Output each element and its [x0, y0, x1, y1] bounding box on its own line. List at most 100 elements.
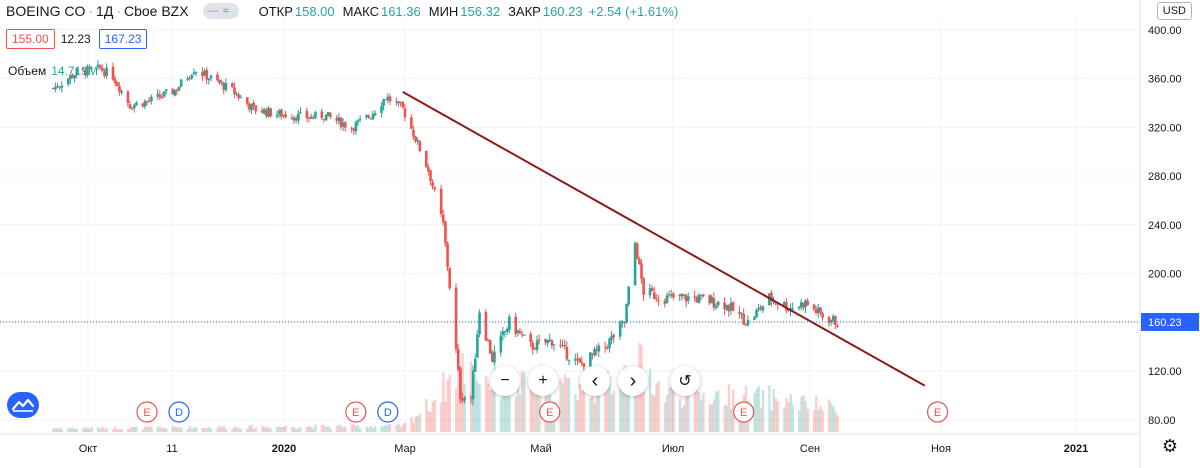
- candle-body: [339, 118, 343, 128]
- candle-body: [574, 358, 577, 361]
- volume-bar: [312, 428, 315, 432]
- volume-bar: [463, 384, 466, 432]
- zoom-out-button[interactable]: −: [490, 366, 520, 396]
- volume-bar: [712, 399, 716, 432]
- candle-body: [224, 82, 228, 90]
- candle-body: [414, 136, 417, 142]
- volume-bar: [563, 374, 567, 432]
- candle-body: [731, 302, 735, 311]
- sell-price-button[interactable]: 155.00: [6, 29, 55, 49]
- volume-bar: [180, 427, 183, 432]
- earnings-event-marker[interactable]: E: [345, 401, 367, 423]
- volume-bar: [506, 371, 509, 432]
- high-value: 161.36: [380, 3, 421, 19]
- candle-body: [309, 116, 313, 119]
- volume-bar: [757, 385, 760, 432]
- candle-body: [235, 93, 238, 96]
- zoom-in-button[interactable]: +: [528, 366, 558, 396]
- volume-bar: [442, 372, 445, 432]
- volume-bar: [429, 412, 432, 432]
- volume-bar: [325, 427, 328, 432]
- candle-body: [699, 294, 703, 296]
- candle-body: [69, 75, 72, 80]
- candle-body: [508, 316, 511, 330]
- volume-bar: [248, 425, 251, 432]
- candle-body: [427, 167, 430, 172]
- volume-bar: [672, 390, 675, 432]
- event-marker-label: E: [143, 407, 150, 419]
- candle-body: [814, 309, 818, 314]
- volume-bar: [544, 372, 547, 432]
- candle-body: [177, 86, 181, 91]
- volume-bar: [380, 426, 383, 432]
- high-label: МАКС: [342, 3, 379, 19]
- volume-bar: [69, 428, 72, 432]
- volume-bar: [322, 424, 326, 432]
- volume-bar: [663, 402, 667, 432]
- earnings-event-marker[interactable]: E: [539, 401, 561, 423]
- time-tick-label: 2020: [272, 443, 296, 455]
- volume-bar: [431, 401, 434, 432]
- volume-bar: [101, 426, 104, 432]
- volume-bar: [120, 429, 123, 432]
- candle-body: [305, 110, 309, 119]
- candle-body: [514, 316, 518, 334]
- currency-button[interactable]: USD: [1156, 2, 1192, 20]
- candle-body: [606, 347, 609, 349]
- candle-body: [484, 312, 488, 341]
- candle-body: [105, 67, 108, 77]
- candle-body: [188, 77, 192, 79]
- candle-body: [655, 298, 658, 300]
- candle-body: [714, 305, 718, 309]
- earnings-event-marker[interactable]: E: [136, 401, 158, 423]
- volume-bar: [774, 398, 778, 432]
- dividend-event-marker[interactable]: D: [168, 401, 190, 423]
- volume-bar: [710, 403, 714, 432]
- settings-gear-icon[interactable]: ⚙: [1161, 436, 1178, 456]
- volume-bar: [755, 388, 758, 432]
- candle-body: [350, 128, 353, 130]
- candle-body: [337, 117, 341, 122]
- volume-bar: [785, 397, 788, 432]
- scroll-right-button[interactable]: ›: [618, 366, 648, 396]
- earnings-event-marker[interactable]: E: [733, 401, 755, 423]
- candle-body: [678, 294, 682, 297]
- volume-bar: [320, 425, 324, 432]
- symbol-title[interactable]: BOEING CO · 1Д · Cboe BZX: [6, 3, 189, 19]
- volume-bar: [401, 424, 405, 432]
- candle-body: [133, 104, 136, 109]
- volume-bar: [535, 371, 539, 432]
- buy-price-button[interactable]: 167.23: [98, 29, 148, 49]
- candle-body: [354, 122, 358, 132]
- plus-icon: +: [538, 372, 548, 389]
- volume-bar: [806, 408, 809, 432]
- volume-legend: Объем 14.719M: [8, 64, 98, 78]
- market-status-toggle[interactable]: — ≈: [202, 3, 239, 19]
- last-price-label: 160.23: [1148, 317, 1182, 329]
- volume-bar: [205, 427, 209, 432]
- volume-bar: [354, 425, 358, 432]
- volume-bar: [621, 382, 624, 432]
- volume-bar: [150, 426, 153, 432]
- volume-bar: [636, 378, 639, 432]
- candle-body: [684, 295, 688, 302]
- scroll-left-button[interactable]: ‹: [580, 366, 610, 396]
- tradingview-logo[interactable]: [7, 392, 39, 418]
- reset-icon: ↺: [678, 373, 692, 390]
- volume-bar: [310, 426, 313, 432]
- volume-bar: [186, 428, 189, 432]
- volume-bar: [352, 424, 356, 432]
- candle-body: [120, 90, 123, 93]
- earnings-event-marker[interactable]: E: [926, 401, 949, 423]
- volume-bar: [133, 426, 136, 432]
- reset-chart-button[interactable]: ↺: [670, 366, 700, 396]
- candle-body: [473, 358, 477, 372]
- candle-body: [768, 293, 771, 306]
- candle-body: [670, 294, 673, 296]
- volume-bar: [642, 371, 645, 432]
- candle-body: [358, 118, 362, 120]
- volume-bar: [695, 389, 699, 432]
- volume-bar: [175, 427, 179, 432]
- dividend-event-marker[interactable]: D: [377, 401, 399, 423]
